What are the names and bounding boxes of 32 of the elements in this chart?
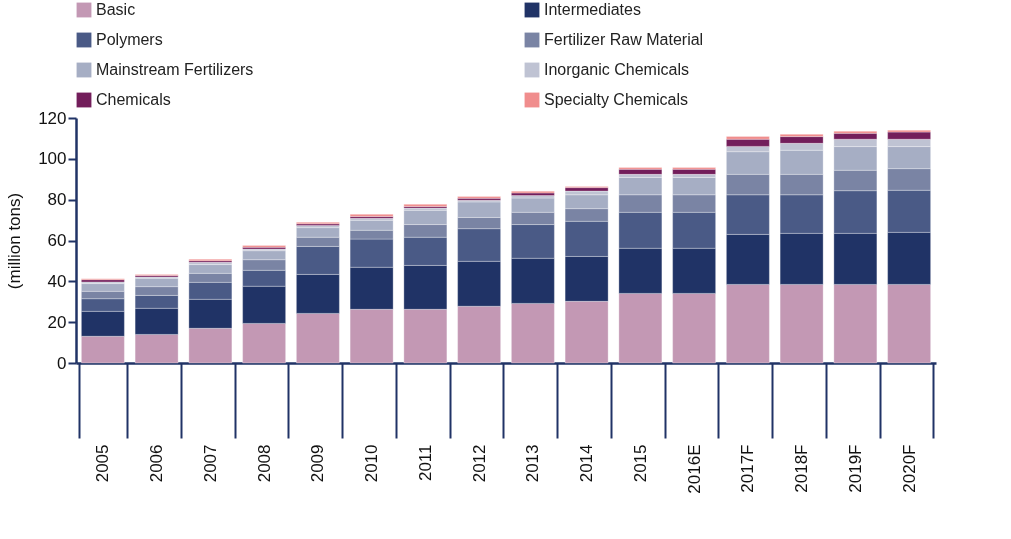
legend-label: Polymers — [96, 31, 163, 48]
x-tick-label: 2014 — [577, 444, 597, 483]
legend-label: Inorganic Chemicals — [544, 61, 689, 78]
legend-label: Fertilizer Raw Material — [544, 31, 704, 48]
x-tick-label: 2010 — [362, 444, 382, 483]
y-tick-label: 60 — [47, 231, 67, 250]
y-tick-label: 20 — [47, 312, 67, 332]
x-tick-label: 2016E — [684, 444, 704, 494]
x-tick-label: 2017F — [738, 444, 758, 493]
x-tick-label: 2008 — [254, 444, 274, 483]
legend-label: Chemicals — [96, 91, 171, 108]
x-tick-label: 2015 — [630, 444, 650, 483]
legend-label: Basic — [96, 1, 136, 18]
x-tick-label: 2005 — [93, 444, 113, 483]
x-tick-label: 2019F — [845, 444, 865, 493]
legend-label: Intermediates — [544, 1, 641, 18]
y-tick-label: 80 — [47, 190, 67, 210]
x-tick-label: 2013 — [523, 444, 543, 483]
y-tick-label: 120 — [38, 108, 67, 128]
x-tick-label: 2009 — [308, 444, 328, 483]
x-tick-label: 2018F — [792, 444, 812, 493]
y-tick-label: 0 — [57, 353, 67, 373]
legend-label: Mainstream Fertilizers — [96, 61, 254, 78]
x-tick-label: 2020F — [899, 444, 919, 493]
x-tick-label: 2007 — [200, 444, 220, 483]
x-tick-label: 2012 — [469, 444, 489, 483]
x-tick-label: 2011 — [415, 444, 435, 482]
x-tick-label: 2006 — [147, 444, 167, 483]
y-tick-label: 100 — [38, 149, 67, 169]
y-tick-label: 40 — [47, 271, 67, 291]
legend-label: Specialty Chemicals — [544, 91, 689, 108]
y-axis-title: (million tons) — [5, 192, 25, 290]
